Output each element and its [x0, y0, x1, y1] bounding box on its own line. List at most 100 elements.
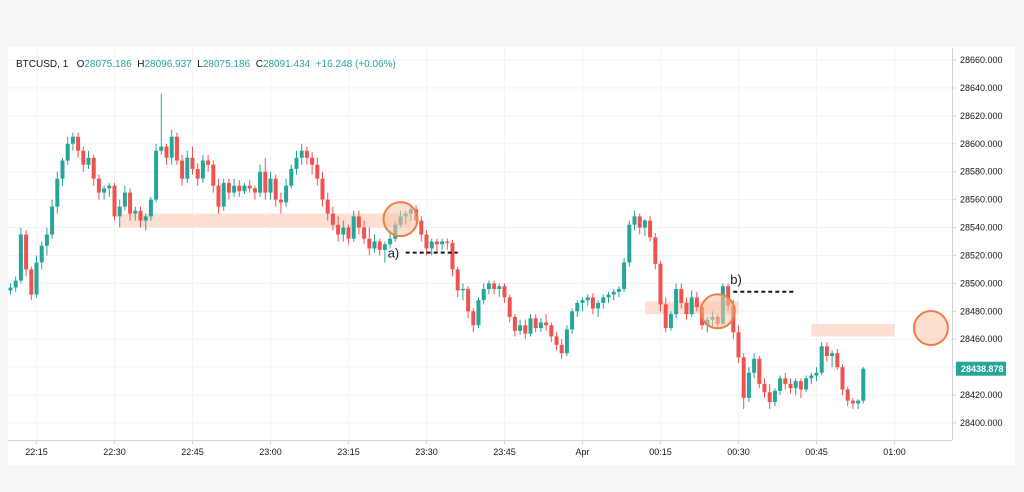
candle-body: [96, 178, 101, 193]
x-tick-label: 22:30: [103, 447, 126, 457]
low-value: 28075.186: [202, 59, 251, 70]
y-tick-label: 28500.000: [960, 278, 1003, 288]
y-tick-label: 28420.000: [960, 390, 1003, 400]
x-tick-label: 00:30: [727, 447, 750, 457]
x-tick-label: 23:00: [259, 447, 282, 457]
candle-body: [533, 318, 538, 329]
candle-body: [34, 262, 39, 295]
candle-body: [622, 262, 627, 289]
candle-body: [211, 164, 216, 186]
candle-body: [76, 136, 81, 151]
last-price-tag: 28438.878: [956, 361, 1006, 376]
candle-body: [122, 192, 127, 207]
candle-body: [528, 318, 533, 334]
y-tick-label: 28540.000: [960, 223, 1003, 233]
candle-body: [653, 237, 658, 264]
candle-body: [772, 390, 777, 403]
candle-body: [580, 300, 585, 303]
candle-body: [538, 322, 543, 329]
candle-body: [793, 381, 798, 389]
candle-body: [315, 164, 320, 179]
candle-body: [289, 168, 294, 186]
candle-body: [570, 311, 575, 330]
candle-body: [310, 157, 315, 165]
candle-body: [856, 400, 861, 404]
candle-body: [663, 304, 668, 329]
candle-body: [278, 199, 283, 203]
candle-body: [850, 400, 855, 404]
candle-body: [455, 269, 460, 291]
candle-body: [606, 294, 611, 298]
candle-body: [112, 185, 117, 217]
candle-body: [824, 346, 829, 356]
candle-body: [434, 241, 439, 245]
candle-body: [736, 332, 741, 358]
candle-body: [39, 245, 44, 263]
axes-layer: 28660.000 28640.000 28620.000 28600.000 2858…: [8, 48, 1003, 457]
candle-body: [668, 314, 673, 329]
high-value: 28096.937: [144, 59, 192, 70]
candle-body: [242, 185, 247, 192]
candle-body: [460, 288, 465, 291]
annotation-label-a: a): [388, 246, 400, 261]
candle-body: [804, 378, 809, 390]
candle-body: [694, 297, 699, 308]
candle-body: [169, 136, 174, 158]
y-tick-label: 28480.000: [960, 306, 1003, 316]
support-zones: [119, 213, 895, 337]
open-label: O: [76, 59, 85, 70]
candle-body: [29, 269, 34, 295]
candle-body: [377, 241, 382, 250]
y-tick-label: 28580.000: [960, 167, 1003, 177]
candle-body: [263, 171, 268, 193]
candle-body: [388, 238, 393, 245]
candle-body: [658, 263, 663, 305]
x-tick-label: 00:15: [649, 447, 672, 457]
candle-body: [819, 346, 824, 373]
candle-body: [226, 182, 231, 193]
symbol-interval: 1: [62, 59, 69, 70]
candle-body: [159, 146, 164, 151]
candle-body: [616, 288, 621, 292]
candle-body: [148, 199, 153, 217]
y-tick-label: 28620.000: [960, 111, 1003, 121]
candle-body: [60, 160, 65, 179]
candle-body: [195, 168, 200, 179]
candle-body: [788, 383, 793, 389]
candle-body: [585, 297, 590, 301]
candle-body: [590, 297, 595, 309]
candle-body: [372, 241, 377, 249]
y-tick-label: 28660.000: [960, 55, 1003, 65]
x-tick-label: 22:45: [181, 447, 204, 457]
candle-body: [185, 157, 190, 179]
y-tick-label: 28560.000: [960, 195, 1003, 205]
candle-body: [107, 185, 112, 189]
candle-body: [564, 329, 569, 354]
candle-body: [341, 227, 346, 235]
candle-body: [637, 216, 642, 228]
candle-body: [783, 378, 788, 384]
candle-body: [642, 220, 647, 228]
candle-body: [814, 372, 819, 376]
candle-body: [320, 178, 325, 200]
candle-body: [798, 381, 803, 390]
candle-body: [476, 300, 481, 326]
highlight-circle: [699, 293, 736, 330]
x-tick-label: 00:45: [805, 447, 828, 457]
open-value: 28075.186: [84, 59, 132, 70]
symbol-name: BTCUSD: [16, 59, 58, 70]
candle-body: [330, 213, 335, 225]
candle-body: [351, 216, 356, 239]
candle-body: [247, 185, 252, 189]
candle-body: [128, 192, 133, 214]
candle-body: [44, 234, 49, 246]
highlight-circle: [382, 201, 419, 238]
candle-body: [216, 185, 221, 207]
candle-body: [830, 353, 835, 356]
candle-body: [180, 160, 185, 179]
y-tick-label: 28600.000: [960, 139, 1003, 149]
candle-body: [549, 325, 554, 337]
candle-body: [336, 224, 341, 235]
candle-body: [466, 288, 471, 312]
